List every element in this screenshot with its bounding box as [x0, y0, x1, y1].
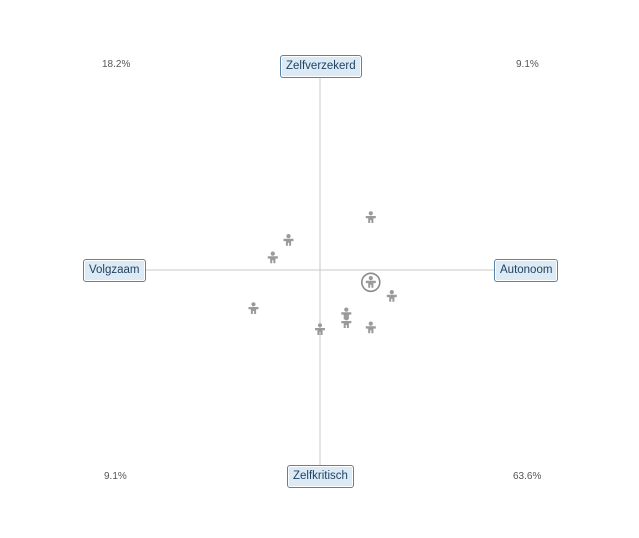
person-icon [365, 211, 376, 223]
person-icon [283, 234, 294, 246]
axis-label-bottom[interactable]: Zelfkritisch [287, 465, 354, 488]
data-point[interactable] [315, 323, 325, 335]
person-icon [315, 323, 325, 335]
data-point[interactable] [341, 316, 352, 328]
axis-label-top[interactable]: Zelfverzekerd [280, 55, 362, 78]
points-layer [248, 211, 397, 335]
data-point[interactable] [365, 321, 376, 334]
data-point[interactable] [365, 211, 376, 223]
quadrant-top-left-percentage: 18.2% [102, 59, 131, 70]
quadrant-bottom-left-percentage: 9.1% [104, 471, 127, 482]
data-point[interactable] [386, 290, 397, 302]
axis-label-left[interactable]: Volgzaam [83, 259, 146, 282]
quadrant-bottom-right-percentage: 63.6% [513, 471, 542, 482]
person-icon [341, 307, 352, 320]
data-point[interactable] [341, 307, 352, 320]
data-point[interactable] [248, 302, 259, 314]
person-icon [365, 321, 376, 334]
data-point-highlighted[interactable] [360, 272, 381, 293]
axis-label-right[interactable]: Autonoom [494, 259, 559, 282]
person-icon [386, 290, 397, 302]
data-point[interactable] [267, 251, 278, 264]
person-icon [267, 251, 278, 264]
quadrant-top-right-percentage: 9.1% [516, 59, 539, 70]
person-icon [248, 302, 259, 314]
data-point[interactable] [283, 234, 294, 246]
person-icon [365, 276, 376, 288]
person-icon [341, 316, 352, 328]
